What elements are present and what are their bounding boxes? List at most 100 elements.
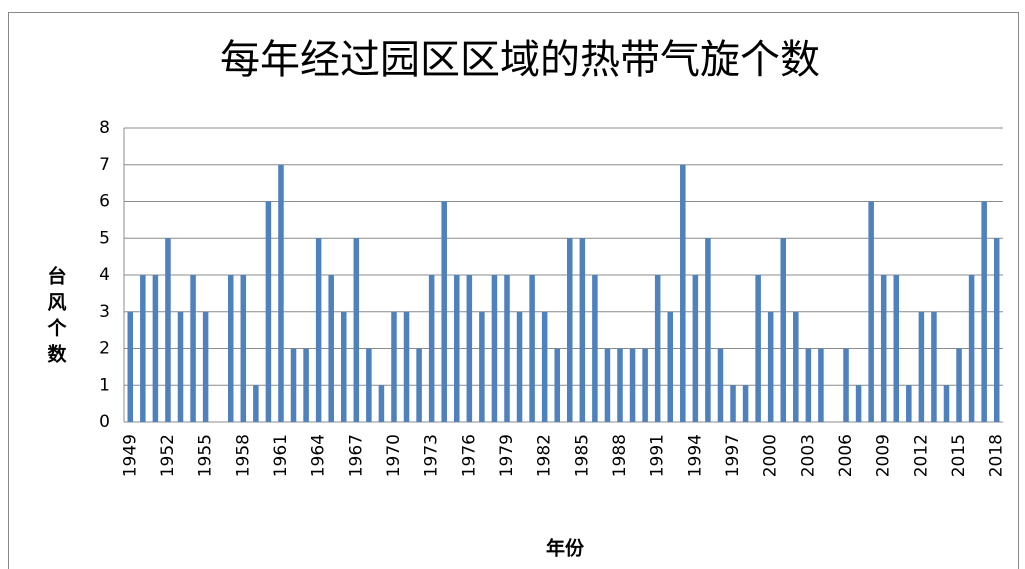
bar — [315, 238, 322, 422]
bar — [328, 275, 334, 422]
x-tick-label: 1961 — [271, 434, 291, 477]
bar — [843, 348, 849, 422]
bar — [592, 275, 598, 422]
bar — [680, 164, 686, 422]
bar — [667, 311, 673, 422]
x-tick-label: 1970 — [384, 434, 404, 477]
x-tick-label: 1952 — [158, 434, 178, 477]
chart-title: 每年经过园区区域的热带气旋个数 — [220, 37, 820, 83]
bar — [353, 238, 360, 422]
bar — [956, 348, 962, 422]
bar — [629, 348, 636, 422]
bar — [479, 311, 485, 422]
bar — [617, 348, 623, 422]
x-tick-label: 1997 — [723, 434, 743, 477]
y-tick-label: 7 — [99, 155, 110, 175]
bar — [253, 385, 259, 422]
bar — [880, 275, 887, 422]
bar — [529, 275, 535, 422]
bar — [755, 275, 761, 422]
bar — [541, 311, 548, 422]
bar — [567, 238, 573, 422]
y-tick-label: 3 — [99, 302, 110, 322]
x-tick-label: 1976 — [459, 434, 479, 477]
bar — [366, 348, 372, 422]
bar — [303, 348, 309, 422]
x-axis-label: 年份 — [546, 537, 585, 560]
bar — [918, 311, 925, 422]
x-tick-label: 2012 — [911, 434, 931, 477]
x-tick-label: 1988 — [610, 434, 630, 477]
bar — [466, 275, 473, 422]
x-tick-label: 2006 — [836, 434, 856, 477]
bar — [642, 348, 648, 422]
x-tick-label: 2018 — [987, 434, 1007, 477]
bar — [931, 311, 937, 422]
bar — [403, 311, 410, 422]
bar — [705, 238, 711, 422]
bar — [140, 275, 146, 422]
bar — [981, 201, 987, 422]
bar — [265, 201, 272, 422]
y-tick-label: 1 — [99, 375, 110, 395]
bar — [554, 348, 560, 422]
bar — [906, 385, 912, 422]
bar — [491, 275, 498, 422]
bar — [692, 275, 699, 422]
bar — [127, 311, 134, 422]
x-tick-label: 1994 — [685, 434, 705, 477]
bar — [730, 385, 736, 422]
bar — [943, 385, 950, 422]
x-tick-label: 2000 — [761, 434, 781, 477]
bar — [868, 201, 874, 422]
bar — [654, 275, 661, 422]
chart-frame — [8, 12, 1019, 569]
bar — [378, 385, 385, 422]
bar — [855, 385, 862, 422]
bar — [780, 238, 787, 422]
bar — [340, 311, 347, 422]
bar — [454, 275, 460, 422]
y-tick-label: 0 — [99, 412, 110, 432]
bar — [818, 348, 824, 422]
bar — [604, 348, 611, 422]
bar — [968, 275, 975, 422]
bar — [416, 348, 422, 422]
y-tick-label: 4 — [99, 265, 110, 285]
x-tick-label: 2003 — [798, 434, 818, 477]
bar — [441, 201, 447, 422]
bar — [240, 275, 247, 422]
bar — [504, 275, 510, 422]
x-tick-label: 1958 — [233, 434, 253, 477]
bar — [993, 238, 1000, 422]
bar — [202, 311, 209, 422]
x-tick-label: 2009 — [874, 434, 894, 477]
y-tick-label: 2 — [99, 339, 110, 359]
bar — [805, 348, 812, 422]
x-tick-label: 1973 — [422, 434, 442, 477]
bar — [227, 275, 234, 422]
x-tick-label: 1967 — [346, 434, 366, 477]
x-tick-label: 2015 — [949, 434, 969, 477]
bar — [428, 275, 435, 422]
bar — [278, 164, 284, 422]
bar — [893, 275, 900, 422]
y-tick-label: 8 — [99, 118, 110, 138]
x-tick-label: 1982 — [535, 434, 555, 477]
y-axis-label: 台风个数 — [45, 265, 68, 370]
bar — [516, 311, 523, 422]
bar — [152, 275, 159, 422]
bar — [290, 348, 297, 422]
bar — [717, 348, 724, 422]
bar — [793, 311, 799, 422]
x-tick-label: 1985 — [572, 434, 592, 477]
x-tick-label: 1991 — [648, 434, 668, 477]
bar — [767, 311, 774, 422]
x-tick-label: 1979 — [497, 434, 517, 477]
y-tick-label: 6 — [99, 192, 110, 212]
bar — [579, 238, 586, 422]
x-tick-label: 1955 — [196, 434, 216, 477]
bar — [165, 238, 171, 422]
x-tick-label: 1964 — [309, 434, 329, 477]
